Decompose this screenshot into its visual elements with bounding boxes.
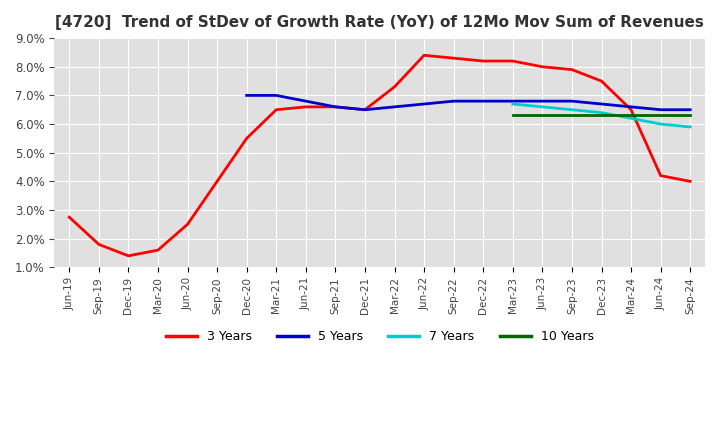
3 Years: [538, 64, 546, 70]
5 Years: [597, 101, 606, 106]
3 Years: [508, 59, 517, 64]
3 Years: [124, 253, 132, 258]
5 Years: [538, 99, 546, 104]
7 Years: [538, 104, 546, 110]
7 Years: [657, 121, 665, 127]
5 Years: [626, 104, 635, 110]
10 Years: [508, 113, 517, 118]
Title: [4720]  Trend of StDev of Growth Rate (YoY) of 12Mo Mov Sum of Revenues: [4720] Trend of StDev of Growth Rate (Yo…: [55, 15, 704, 30]
5 Years: [420, 101, 428, 106]
3 Years: [567, 67, 576, 72]
10 Years: [597, 113, 606, 118]
5 Years: [302, 99, 310, 104]
5 Years: [657, 107, 665, 112]
10 Years: [686, 113, 695, 118]
3 Years: [94, 242, 103, 247]
3 Years: [331, 104, 340, 110]
5 Years: [331, 104, 340, 110]
Line: 3 Years: 3 Years: [69, 55, 690, 256]
5 Years: [479, 99, 487, 104]
5 Years: [361, 107, 369, 112]
5 Years: [243, 93, 251, 98]
3 Years: [657, 173, 665, 178]
3 Years: [390, 84, 399, 89]
Legend: 3 Years, 5 Years, 7 Years, 10 Years: 3 Years, 5 Years, 7 Years, 10 Years: [161, 325, 599, 348]
3 Years: [626, 107, 635, 112]
10 Years: [538, 113, 546, 118]
7 Years: [567, 107, 576, 112]
7 Years: [508, 101, 517, 106]
7 Years: [686, 124, 695, 129]
3 Years: [361, 107, 369, 112]
7 Years: [597, 110, 606, 115]
3 Years: [479, 59, 487, 64]
10 Years: [567, 113, 576, 118]
3 Years: [213, 179, 222, 184]
3 Years: [302, 104, 310, 110]
Line: 5 Years: 5 Years: [247, 95, 690, 110]
5 Years: [567, 99, 576, 104]
5 Years: [272, 93, 281, 98]
3 Years: [597, 78, 606, 84]
5 Years: [508, 99, 517, 104]
5 Years: [449, 99, 458, 104]
3 Years: [686, 179, 695, 184]
3 Years: [243, 136, 251, 141]
3 Years: [153, 247, 162, 253]
3 Years: [420, 53, 428, 58]
7 Years: [626, 116, 635, 121]
10 Years: [657, 113, 665, 118]
5 Years: [390, 104, 399, 110]
Line: 7 Years: 7 Years: [513, 104, 690, 127]
10 Years: [626, 113, 635, 118]
3 Years: [183, 222, 192, 227]
3 Years: [449, 55, 458, 61]
3 Years: [65, 215, 73, 220]
3 Years: [272, 107, 281, 112]
5 Years: [686, 107, 695, 112]
